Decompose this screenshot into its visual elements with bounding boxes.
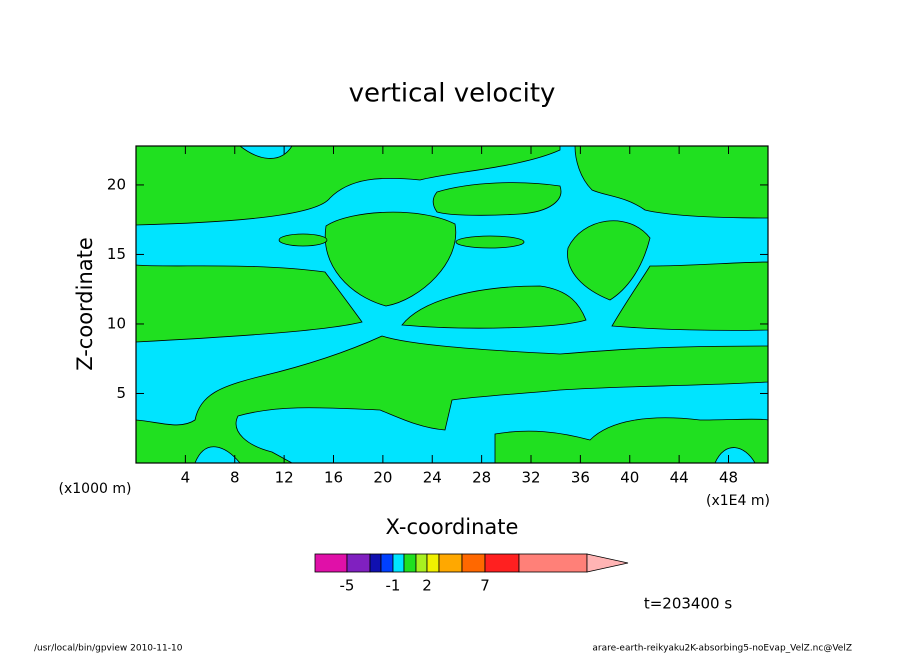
plot-frame: [135, 145, 769, 464]
y-tick-label: 20: [107, 175, 126, 193]
x-tick-label: 48: [719, 469, 738, 487]
contour-region: [136, 335, 768, 463]
colorbar-segment: [426, 553, 440, 573]
contour-region: [494, 417, 768, 463]
colorbar-tick-label: 2: [422, 577, 432, 595]
contour-region: [278, 233, 328, 247]
colorbar: -5 -1 2 7: [314, 553, 629, 595]
x-tick-label: 44: [670, 469, 689, 487]
x-tick-label: 20: [373, 469, 392, 487]
colorbar-segment: [484, 553, 520, 573]
y-tick-label: 15: [107, 245, 126, 263]
x-tick-label: 12: [275, 469, 294, 487]
y-axis-title: Z-coordinate: [73, 237, 97, 371]
colorbar-tick-label: 7: [480, 577, 490, 595]
colorbar-segment: [369, 553, 382, 573]
y-tick-label: 5: [116, 384, 126, 402]
contour-region: [567, 220, 651, 301]
y-tick-label: 10: [107, 314, 126, 332]
contour-field: [136, 146, 768, 463]
colorbar-segment: [314, 553, 348, 573]
colorbar-segment: [415, 553, 428, 573]
x-unit-label: (x1E4 m): [706, 493, 770, 509]
colorbar-tick-label: -1: [386, 577, 401, 595]
colorbar-extension: [586, 553, 629, 573]
contour-region: [136, 264, 363, 343]
x-tick-label: 36: [571, 469, 590, 487]
footer-left: /usr/local/bin/gpview 2010-11-10: [34, 644, 183, 654]
x-unit-label: (x1000 m): [59, 481, 132, 497]
colorbar-segment: [461, 553, 486, 573]
x-axis-title: X-coordinate: [386, 515, 519, 539]
colorbar-segment: [403, 553, 417, 573]
contour-region: [324, 211, 457, 307]
x-tick-label: 28: [472, 469, 491, 487]
x-tick-label: 16: [324, 469, 343, 487]
colorbar-segment: [346, 553, 371, 573]
contour-region: [136, 146, 561, 226]
contour-region: [401, 285, 587, 329]
x-tick-label: 24: [423, 469, 442, 487]
x-tick-label: 32: [521, 469, 540, 487]
colorbar-segment: [518, 553, 588, 573]
footer-right: arare-earth-reikyaku2K-absorbing5-noEvap…: [592, 644, 852, 654]
colorbar-segment: [380, 553, 394, 573]
contour-region: [455, 235, 525, 249]
x-tick-label: 8: [230, 469, 240, 487]
x-tick-label: 4: [181, 469, 191, 487]
contour-region: [574, 146, 768, 219]
time-label: t=203400 s: [644, 595, 732, 613]
chart-title: vertical velocity: [349, 79, 556, 109]
colorbar-segment: [438, 553, 463, 573]
contour-region: [432, 182, 562, 216]
x-tick-label: 40: [620, 469, 639, 487]
contour-region: [611, 261, 768, 331]
colorbar-segment: [392, 553, 405, 573]
colorbar-tick-label: -5: [340, 577, 355, 595]
